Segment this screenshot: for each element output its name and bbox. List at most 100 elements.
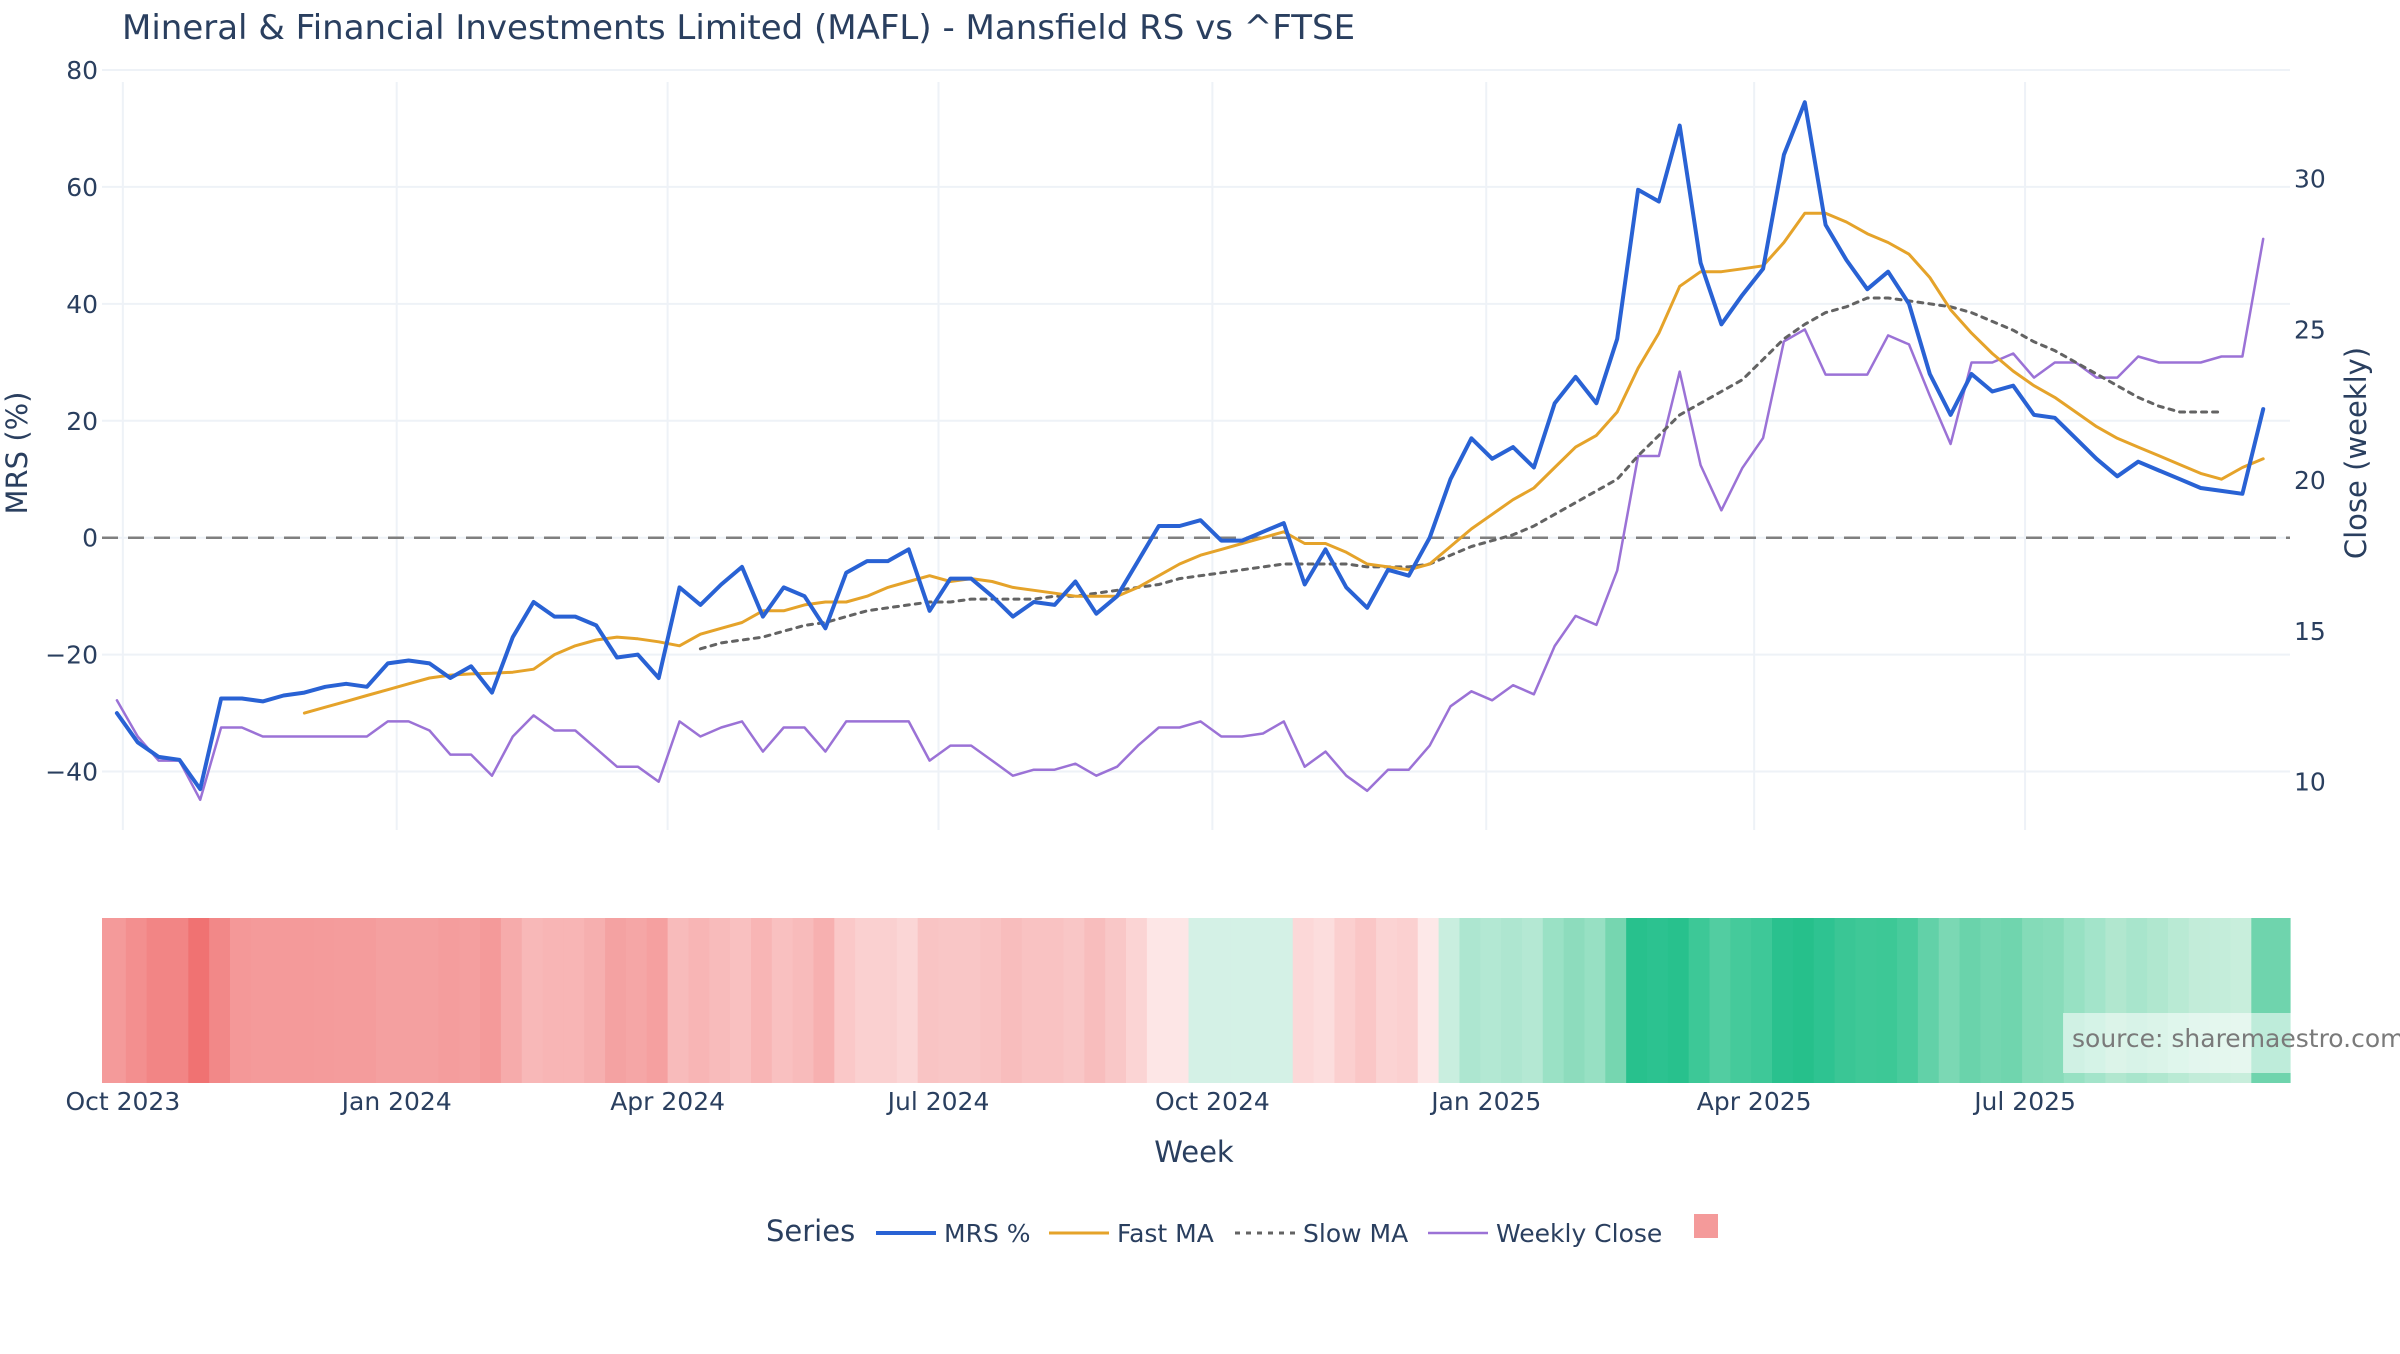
heat-cell [1667,918,1690,1083]
legend-label: Fast MA [1117,1219,1214,1248]
series-line-fast-ma [302,211,2265,715]
heat-cell [209,918,231,1083]
heat-cell [396,918,419,1083]
chart-title: Mineral & Financial Investments Limited … [122,8,1355,48]
heat-cell [375,918,398,1083]
heat-cell [625,918,648,1083]
heat-cell [250,918,273,1083]
heat-cell [313,918,335,1083]
heat-cell [167,918,189,1083]
heat-cell [1021,918,1044,1083]
series-line-slow-ma [698,296,2223,651]
heat-cell [875,918,898,1083]
heat-cell [480,918,502,1083]
heat-cell [980,918,1002,1083]
heat-cell [1980,918,2002,1083]
heat-cell [500,918,523,1083]
heat-cell [230,918,252,1083]
heat-cell [1709,918,1731,1083]
y-left-tick-label: 0 [82,524,98,553]
x-tick-label: Jan 2025 [1429,1087,1541,1116]
heat-cell [1626,918,1648,1083]
heat-cell [1188,918,1210,1083]
heat-cell [1688,918,1711,1083]
heat-cell [750,918,773,1083]
heat-cell [1938,918,1961,1083]
heat-cell [1209,918,1231,1083]
heat-cell [688,918,710,1083]
heat-cell [1126,918,1148,1083]
series-line-weekly-close [115,237,2265,802]
heat-cell [1959,918,1982,1083]
x-tick-label: Apr 2024 [610,1087,725,1116]
heat-cell [1563,918,1586,1083]
x-tick-label: Jan 2024 [340,1087,452,1116]
x-tick-label: Oct 2023 [65,1087,180,1116]
heat-cell [1376,918,1398,1083]
heat-cell [1459,918,1481,1083]
x-tick-label: Oct 2024 [1155,1087,1270,1116]
heat-cell [334,918,356,1083]
legend-label: Weekly Close [1496,1219,1662,1248]
x-tick-label: Jul 2025 [1972,1087,2076,1116]
heat-cell [709,918,731,1083]
heat-strip [102,918,2291,1083]
heat-cell [125,918,148,1083]
heat-cell [1167,918,1190,1083]
heat-cell [1001,918,1023,1083]
heat-cell [188,918,210,1083]
legend-label: MRS % [944,1219,1031,1248]
x-tick-label: Apr 2025 [1697,1087,1812,1116]
heat-cell [1480,918,1502,1083]
y-left-tick-label: 40 [66,290,98,319]
heat-cell [730,918,752,1083]
heat-cell [1105,918,1127,1083]
heat-cell [1230,918,1252,1083]
legend: Series MRS % Fast MA Slow MA Weekly Close [766,1214,1718,1248]
series-line-mrs [114,100,2266,792]
heat-cell [855,918,877,1083]
axis-layer: −40 −20 0 20 40 60 80 10 15 20 25 30 Oct 2023 Jan 202… [45,56,2326,1116]
heat-cell [2001,918,2023,1083]
heat-cell [1355,918,1377,1083]
heat-cell [1584,918,1606,1083]
heat-cell [271,918,294,1083]
legend-label: Slow MA [1303,1219,1408,1248]
heat-cell [1605,918,1627,1083]
heat-cell [792,918,815,1083]
heat-cell [834,918,856,1083]
heat-cell [1501,918,1523,1083]
heat-cell [417,918,439,1083]
heat-cell [542,918,565,1083]
heat-cell [292,918,314,1083]
y-right-tick-label: 25 [2294,315,2326,344]
heat-cell [584,918,606,1083]
heat-cell [1396,918,1419,1083]
heat-cell [1542,918,1565,1083]
x-axis-title: Week [1154,1135,1234,1169]
heat-cell [813,918,835,1083]
y-right-tick-label: 10 [2294,768,2326,797]
y-right-tick-label: 20 [2294,466,2326,495]
heat-cell [1646,918,1669,1083]
y-right-tick-label: 30 [2294,165,2326,194]
heat-cell [1251,918,1273,1083]
y-axis-left-title: MRS (%) [0,392,34,515]
heat-cell [2042,918,2065,1083]
legend-title: Series [766,1214,855,1248]
heat-cell [1730,918,1752,1083]
y-left-tick-label: 60 [66,173,98,202]
heat-cell [1792,918,1815,1083]
heat-cell [102,918,127,1083]
heat-cell [1084,918,1106,1083]
heat-cell [605,918,627,1083]
y-left-tick-label: 20 [66,407,98,436]
heat-cell [1751,918,1773,1083]
heat-cell [1042,918,1065,1083]
heat-cell [1146,918,1169,1083]
heat-cell [521,918,544,1083]
series-layer [114,100,2266,802]
